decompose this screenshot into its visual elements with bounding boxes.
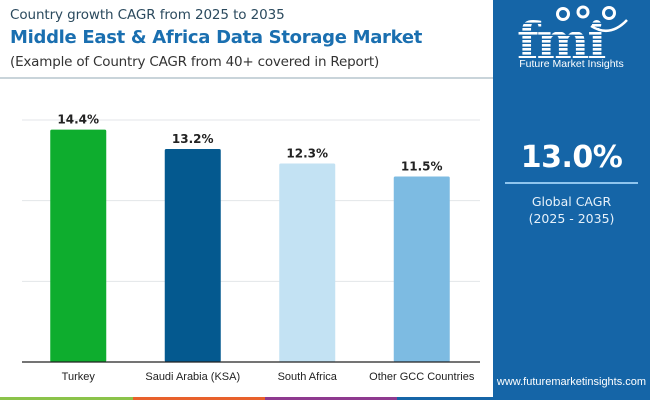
bottom-strip-blue: [397, 397, 493, 400]
bar-saudi-arabia-ksa: [164, 149, 221, 362]
bar-turkey: [50, 129, 107, 362]
summary-panel: fmi Future Market Insights 13.0% Global …: [493, 0, 650, 400]
logo-text: Future Market Insights: [519, 58, 624, 70]
bar-south-africa: [279, 163, 336, 362]
website-link[interactable]: www.futuremarketinsights.com: [496, 376, 647, 388]
x-axis-tick-labels: Turkey Saudi Arabia (KSA) South Africa Othe…: [62, 371, 475, 383]
global-cagr-value: 13.0%: [520, 140, 623, 175]
bottom-strip-purple: [265, 397, 397, 400]
bottom-strip-orange: [133, 397, 265, 400]
chart-subtitle: Country growth CAGR from 2025 to 2035: [10, 7, 285, 23]
fmi-logo-icon: fmi: [517, 5, 628, 64]
bar-other-gcc-countries: [393, 176, 450, 362]
bars: [50, 129, 450, 362]
header-divider: [0, 77, 493, 79]
chart-title: Middle East & Africa Data Storage Market: [10, 27, 423, 48]
bar-value-label: 11.5%: [401, 159, 443, 173]
x-tick-label: Saudi Arabia (KSA): [145, 371, 240, 383]
bar-value-labels: 14.4% 13.2% 12.3% 11.5%: [57, 113, 442, 174]
x-tick-label: South Africa: [278, 371, 338, 383]
panel-divider: [505, 182, 638, 184]
global-cagr-label: Global CAGR (2025 - 2035): [493, 193, 650, 227]
x-tick-label: Turkey: [62, 371, 96, 383]
bar-value-label: 12.3%: [286, 147, 328, 161]
global-cagr-title: Global CAGR: [531, 194, 612, 209]
bar-value-label: 13.2%: [172, 132, 214, 146]
bar-chart: 14.4% 13.2% 12.3% 11.5% Turkey Saudi Arabia …: [22, 113, 480, 383]
global-cagr-period: (2025 - 2035): [528, 211, 615, 226]
bar-value-label: 14.4%: [57, 113, 99, 127]
x-tick-label: Other GCC Countries: [369, 371, 475, 383]
chart-note: (Example of Country CAGR from 40+ covere…: [10, 54, 380, 70]
bottom-strip-green: [0, 397, 133, 400]
